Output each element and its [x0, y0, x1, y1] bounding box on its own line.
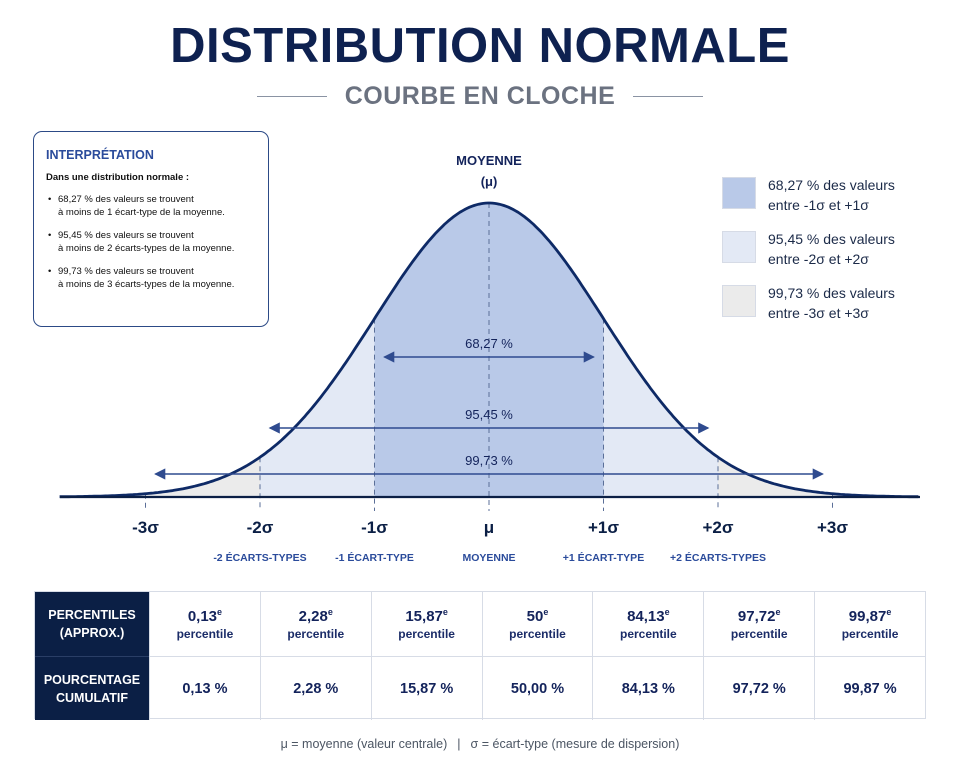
- bullet-line: à moins de 2 écarts-types de la moyenne.: [58, 243, 235, 254]
- legend-item: 68,27 % des valeurs entre -1σ et +1σ: [722, 175, 952, 229]
- footnote-mu: μ = moyenne (valeur centrale): [280, 737, 448, 751]
- interval-label: 99,73 %: [465, 453, 513, 468]
- legend-text: 95,45 % des valeurs entre -2σ et +2σ: [768, 229, 895, 269]
- subtitle: COURBE EN CLOCHE: [344, 81, 616, 110]
- legend-swatch: [722, 177, 756, 209]
- cumulative-cell: 50,00 %: [481, 656, 593, 720]
- interval-label: 68,27 %: [465, 336, 513, 351]
- percentile-sup: e: [886, 607, 892, 617]
- percentile-word: percentile: [509, 627, 566, 641]
- legend-line: entre -1σ et +1σ: [768, 197, 869, 213]
- interpretation-box: INTERPRÉTATION Dans une distribution nor…: [33, 131, 269, 327]
- legend-line: entre -3σ et +3σ: [768, 305, 869, 321]
- cumulative-cell: 84,13 %: [592, 656, 704, 720]
- legend-line: entre -2σ et +2σ: [768, 251, 869, 267]
- percentile-sup: e: [327, 607, 333, 617]
- bullet-line: 99,73 % des valeurs se trouvent: [58, 266, 194, 277]
- row-header-line: CUMULATIF: [56, 690, 128, 705]
- percentile-cell: 15,87e percentile: [370, 592, 482, 656]
- percentile-value: 2,28: [298, 608, 328, 625]
- percentile-value: 97,72: [737, 608, 776, 625]
- interpretation-heading: INTERPRÉTATION: [46, 148, 154, 162]
- footnote: μ = moyenne (valeur centrale) | σ = écart-…: [0, 737, 960, 751]
- row-header-percentiles: PERCENTILES (APPROX.): [35, 592, 149, 656]
- percentile-word: percentile: [841, 627, 899, 641]
- percentile-value: 50: [526, 608, 544, 625]
- x-tick-label: -1σ: [361, 518, 388, 537]
- legend-swatch: [722, 231, 756, 263]
- percentile-sup: e: [442, 607, 448, 617]
- percentile-value: 0,13: [187, 608, 218, 625]
- legend-line: 68,27 % des valeurs: [768, 177, 895, 193]
- cumulative-cell: 99,87 %: [814, 656, 925, 720]
- interpretation-intro: Dans une distribution normale :: [46, 172, 190, 183]
- x-sub-label: +2 ÉCARTS-TYPES: [670, 551, 766, 564]
- legend-item: 99,73 % des valeurs entre -3σ et +3σ: [722, 283, 952, 337]
- percentile-value: 99,87: [848, 608, 887, 625]
- percentile-word: percentile: [287, 627, 345, 641]
- percentile-cell: 97,72e percentile: [703, 592, 814, 656]
- bullet-line: 95,45 % des valeurs se trouvent: [58, 230, 194, 241]
- legend-text: 99,73 % des valeurs entre -3σ et +3σ: [768, 283, 895, 323]
- legend-text: 68,27 % des valeurs entre -1σ et +1σ: [768, 175, 895, 215]
- interpretation-bullet: 95,45 % des valeurs se trouvent à moins d…: [48, 229, 258, 255]
- percentile-word: percentile: [176, 627, 234, 641]
- x-tick-label: -3σ: [132, 518, 159, 537]
- bell-curve-chart: 68,27 % 95,45 % 99,73 % MOYENNE (μ) -3σ -2σ -1σ…: [59, 153, 920, 564]
- percentile-cell: 84,13e percentile: [592, 592, 703, 656]
- mean-label: MOYENNE: [456, 153, 522, 168]
- row-header-line: POURCENTAGE: [43, 672, 141, 687]
- interpretation-bullet: 99,73 % des valeurs se trouvent à moins d…: [48, 265, 258, 291]
- x-tick-label: μ: [484, 518, 494, 537]
- x-sub-label: +1 ÉCART-TYPE: [563, 551, 644, 564]
- row-header-line: (APPROX.): [59, 626, 125, 640]
- percentile-table: PERCENTILES (APPROX.) 0,13e percentile 2,…: [34, 591, 926, 720]
- percentile-word: percentile: [730, 627, 788, 641]
- percentile-cell: 0,13e percentile: [149, 592, 260, 656]
- cumulative-cell: 15,87 %: [370, 656, 482, 720]
- x-tick-label: +3σ: [817, 518, 848, 537]
- bullet-line: à moins de 3 écarts-types de la moyenne.: [58, 279, 235, 290]
- percentile-value: 15,87: [405, 608, 443, 625]
- bullet-line: à moins de 1 écart-type de la moyenne.: [58, 207, 225, 218]
- x-tick-label: +1σ: [588, 518, 619, 537]
- percentile-word: percentile: [620, 627, 677, 641]
- percentile-sup: e: [543, 607, 549, 617]
- percentile-sup: e: [664, 607, 670, 617]
- row-header-cumulative: POURCENTAGE CUMULATIF: [35, 656, 149, 720]
- bell-curve-line: [59, 201, 919, 499]
- footnote-separator: |: [457, 737, 461, 751]
- interpretation-bullet: 68,27 % des valeurs se trouvent à moins d…: [48, 193, 258, 219]
- percentile-cell: 2,28e percentile: [259, 592, 371, 656]
- percentile-word: percentile: [398, 627, 455, 641]
- legend-swatch: [722, 285, 756, 317]
- subtitle-rule-left: [256, 95, 327, 97]
- bullet-line: 68,27 % des valeurs se trouvent: [58, 194, 194, 205]
- legend: 68,27 % des valeurs entre -1σ et +1σ 95,4…: [722, 175, 952, 337]
- legend-line: 95,45 % des valeurs: [768, 231, 895, 247]
- x-tick-label: +2σ: [702, 518, 733, 537]
- x-sub-label: -1 ÉCART-TYPE: [335, 551, 414, 564]
- mean-symbol: (μ): [481, 174, 498, 189]
- percentile-sup: e: [217, 607, 223, 617]
- percentile-value: 84,13: [627, 608, 665, 625]
- cumulative-cell: 2,28 %: [259, 656, 371, 720]
- page-title: DISTRIBUTION NORMALE: [170, 19, 790, 73]
- footnote-sigma: σ = écart-type (mesure de dispersion): [470, 737, 680, 751]
- row-header-line: PERCENTILES: [48, 608, 136, 622]
- legend-line: 99,73 % des valeurs: [768, 285, 895, 301]
- percentile-sup: e: [775, 607, 781, 617]
- subtitle-rule-right: [633, 95, 704, 97]
- cumulative-cell: 97,72 %: [703, 656, 815, 720]
- percentile-cell: 50e percentile: [481, 592, 593, 656]
- x-tick-label: -2σ: [247, 518, 274, 537]
- x-sub-label: -2 ÉCARTS-TYPES: [213, 551, 306, 564]
- percentile-cell: 99,87e percentile: [814, 592, 925, 656]
- legend-item: 95,45 % des valeurs entre -2σ et +2σ: [722, 229, 952, 283]
- interval-label: 95,45 %: [465, 407, 513, 422]
- cumulative-cell: 0,13 %: [149, 656, 260, 720]
- interpretation-list: 68,27 % des valeurs se trouvent à moins d…: [46, 193, 258, 291]
- subtitle-row: COURBE EN CLOCHE: [0, 80, 960, 112]
- x-sub-label: MOYENNE: [462, 552, 515, 564]
